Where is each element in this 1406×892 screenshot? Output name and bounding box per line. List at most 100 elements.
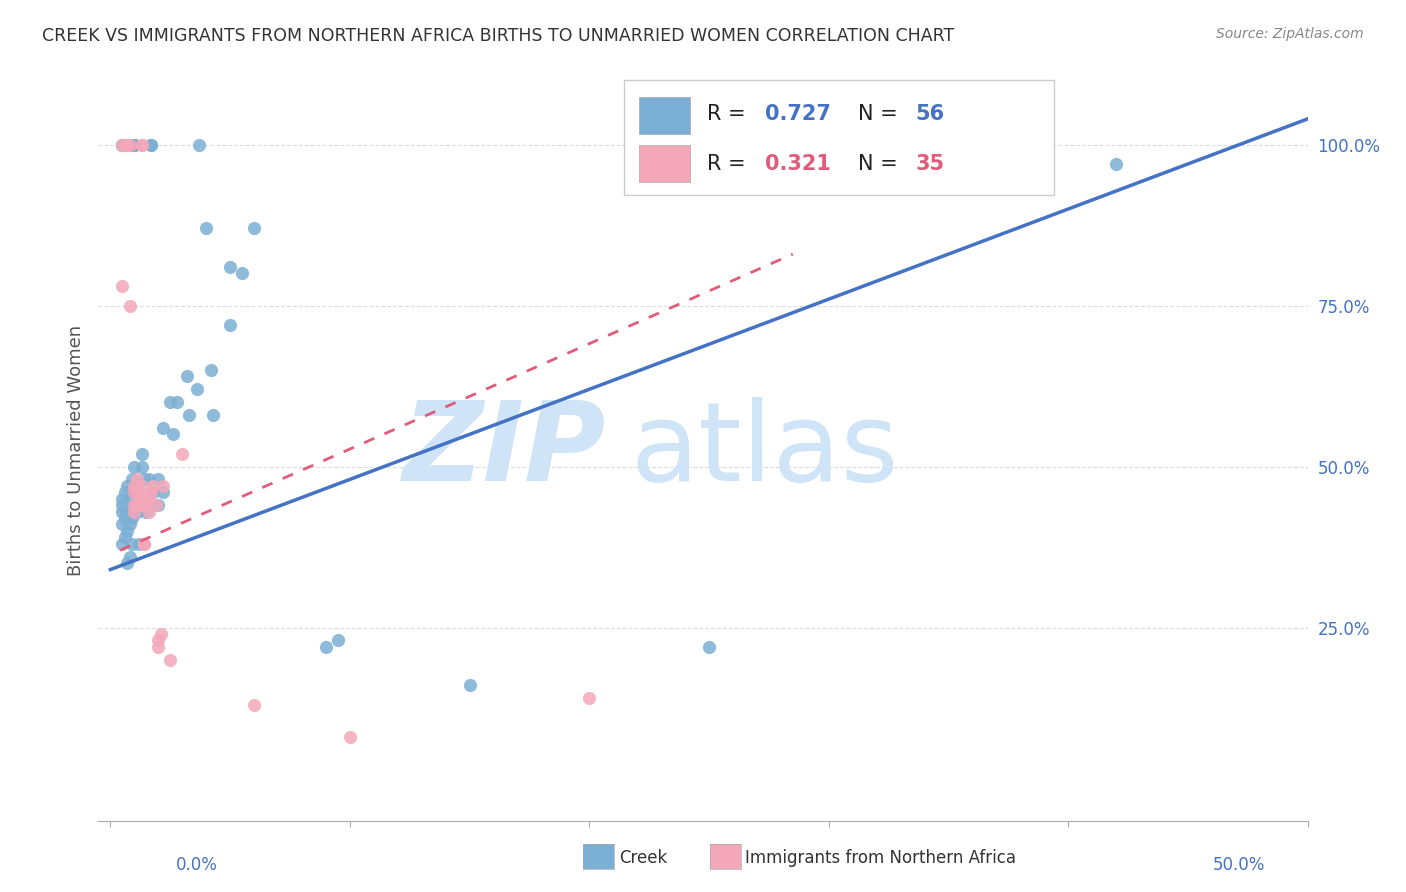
Point: [195, 221, 218, 235]
Point: [121, 537, 143, 551]
Text: 0.321: 0.321: [765, 154, 831, 174]
Point: [115, 524, 138, 538]
Text: N =: N =: [858, 154, 904, 174]
Point: [145, 498, 167, 512]
Point: [152, 479, 174, 493]
Text: 0.0%: 0.0%: [176, 856, 218, 874]
Point: [132, 498, 155, 512]
Point: [131, 498, 153, 512]
Point: [111, 137, 134, 152]
Point: [159, 653, 181, 667]
Point: [115, 505, 138, 519]
Point: [131, 137, 153, 152]
Point: [111, 491, 134, 506]
Point: [131, 479, 153, 493]
Point: [131, 459, 153, 474]
Point: [176, 369, 198, 384]
Point: [139, 137, 162, 152]
Point: [114, 485, 136, 500]
Point: [124, 479, 146, 493]
Point: [128, 491, 150, 506]
Point: [149, 627, 172, 641]
Point: [118, 137, 141, 152]
Y-axis label: Births to Unmarried Women: Births to Unmarried Women: [66, 325, 84, 576]
Point: [128, 491, 150, 506]
Point: [458, 678, 481, 692]
Point: [125, 472, 148, 486]
Point: [148, 640, 170, 654]
Point: [124, 498, 146, 512]
Point: [243, 698, 266, 712]
Point: [118, 491, 141, 506]
Point: [118, 517, 141, 532]
Point: [219, 260, 242, 274]
Point: [111, 279, 134, 293]
Point: [231, 267, 253, 281]
Point: [131, 137, 153, 152]
Point: [1010, 163, 1032, 178]
Point: [152, 485, 174, 500]
Point: [115, 556, 138, 570]
Text: R =: R =: [707, 154, 752, 174]
Point: [118, 549, 141, 564]
Point: [148, 498, 170, 512]
Point: [111, 137, 134, 152]
Point: [135, 505, 157, 519]
Text: atlas: atlas: [630, 397, 898, 504]
Point: [132, 537, 155, 551]
Text: Immigrants from Northern Africa: Immigrants from Northern Africa: [745, 849, 1017, 867]
Point: [219, 318, 242, 332]
Point: [114, 137, 136, 152]
Point: [128, 537, 150, 551]
Point: [139, 137, 162, 152]
Point: [132, 472, 155, 486]
FancyBboxPatch shape: [638, 96, 690, 134]
Point: [148, 472, 170, 486]
Point: [115, 137, 138, 152]
Point: [125, 498, 148, 512]
Point: [188, 137, 211, 152]
Point: [339, 730, 361, 744]
Point: [142, 479, 165, 493]
Text: CREEK VS IMMIGRANTS FROM NORTHERN AFRICA BIRTHS TO UNMARRIED WOMEN CORRELATION C: CREEK VS IMMIGRANTS FROM NORTHERN AFRICA…: [42, 27, 955, 45]
Point: [139, 485, 162, 500]
Point: [135, 498, 157, 512]
Point: [139, 498, 162, 512]
Point: [124, 485, 146, 500]
Point: [138, 491, 160, 506]
Point: [162, 427, 184, 442]
FancyBboxPatch shape: [624, 80, 1053, 195]
Point: [124, 505, 146, 519]
Point: [124, 459, 146, 474]
Point: [121, 511, 143, 525]
Text: 0.727: 0.727: [765, 104, 831, 124]
Point: [578, 691, 600, 706]
Text: ZIP: ZIP: [402, 397, 606, 504]
Point: [111, 137, 134, 152]
Point: [138, 472, 160, 486]
Point: [124, 485, 146, 500]
Point: [125, 479, 148, 493]
Point: [142, 485, 165, 500]
Text: Creek: Creek: [619, 849, 666, 867]
Text: R =: R =: [707, 104, 752, 124]
Point: [124, 137, 146, 152]
Point: [121, 472, 143, 486]
Point: [159, 395, 181, 409]
Text: 56: 56: [915, 104, 945, 124]
Point: [697, 640, 720, 654]
Text: 35: 35: [915, 154, 945, 174]
Point: [118, 299, 141, 313]
Point: [138, 505, 160, 519]
Point: [111, 505, 134, 519]
Text: Source: ZipAtlas.com: Source: ZipAtlas.com: [1216, 27, 1364, 41]
Point: [111, 498, 134, 512]
Point: [115, 479, 138, 493]
Point: [114, 511, 136, 525]
Point: [124, 498, 146, 512]
Point: [200, 363, 222, 377]
Point: [125, 505, 148, 519]
Point: [326, 633, 349, 648]
Point: [148, 633, 170, 648]
Point: [131, 447, 153, 461]
